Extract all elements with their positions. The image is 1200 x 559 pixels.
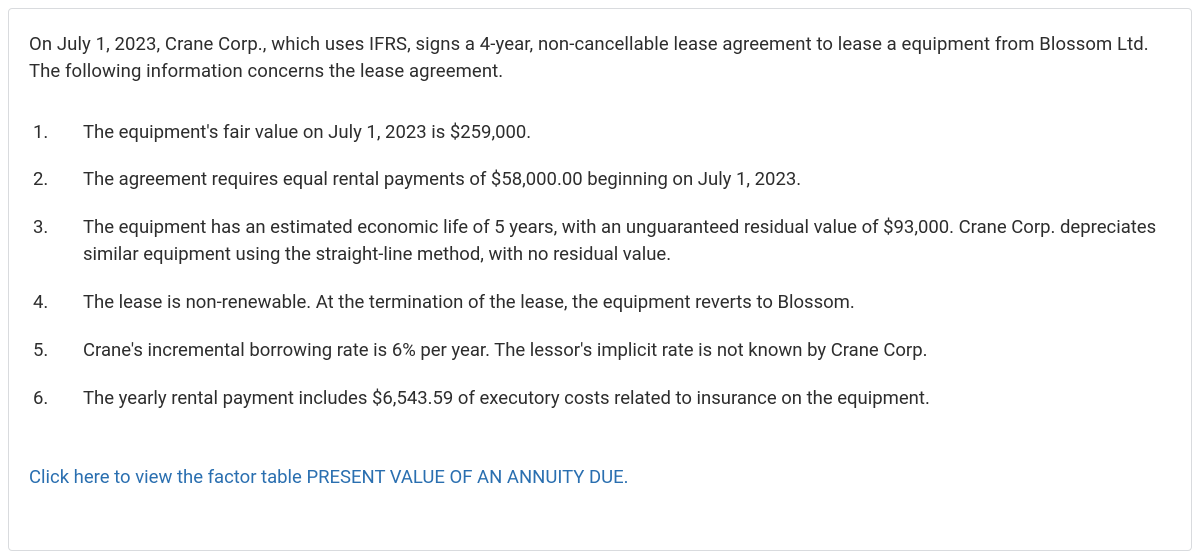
numbered-list: 1. The equipment's fair value on July 1,… (29, 119, 1171, 412)
factor-table-link[interactable]: Click here to view the factor table PRES… (29, 464, 629, 491)
list-item-number: 5. (29, 337, 83, 364)
list-item-text: The equipment has an estimated economic … (83, 214, 1171, 268)
list-item: 1. The equipment's fair value on July 1,… (29, 119, 1171, 146)
intro-paragraph: On July 1, 2023, Crane Corp., which uses… (29, 31, 1171, 85)
list-item: 4. The lease is non-renewable. At the te… (29, 289, 1171, 316)
list-item-text: The agreement requires equal rental paym… (83, 166, 1171, 193)
list-item: 6. The yearly rental payment includes $6… (29, 385, 1171, 412)
list-item-number: 2. (29, 166, 83, 193)
list-item-text: Crane's incremental borrowing rate is 6%… (83, 337, 1171, 364)
question-card: On July 1, 2023, Crane Corp., which uses… (8, 8, 1192, 551)
list-item-number: 1. (29, 119, 83, 146)
list-item: 5. Crane's incremental borrowing rate is… (29, 337, 1171, 364)
list-item-text: The lease is non-renewable. At the termi… (83, 289, 1171, 316)
list-item-text: The equipment's fair value on July 1, 20… (83, 119, 1171, 146)
list-item-number: 4. (29, 289, 83, 316)
list-item: 3. The equipment has an estimated econom… (29, 214, 1171, 268)
list-item-text: The yearly rental payment includes $6,54… (83, 385, 1171, 412)
list-item: 2. The agreement requires equal rental p… (29, 166, 1171, 193)
list-item-number: 3. (29, 214, 83, 241)
list-item-number: 6. (29, 385, 83, 412)
